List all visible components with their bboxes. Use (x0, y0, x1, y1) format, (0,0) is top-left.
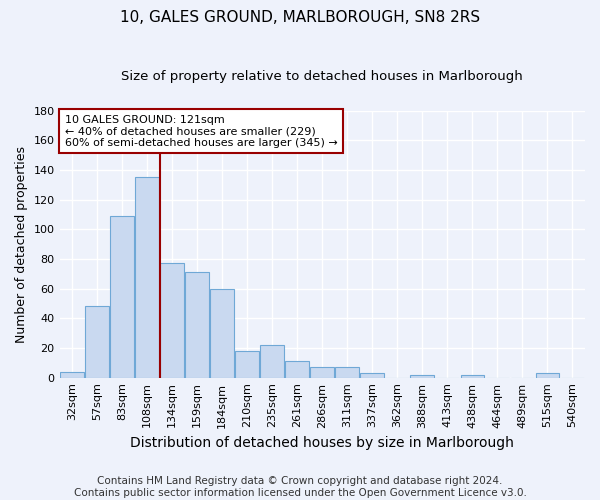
Text: 10, GALES GROUND, MARLBOROUGH, SN8 2RS: 10, GALES GROUND, MARLBOROUGH, SN8 2RS (120, 10, 480, 25)
X-axis label: Distribution of detached houses by size in Marlborough: Distribution of detached houses by size … (130, 436, 514, 450)
Bar (85, 306, 109, 378)
Bar (160, 264, 184, 378)
Bar (410, 374, 434, 378)
Bar (110, 216, 134, 378)
Bar (235, 351, 259, 378)
Bar (335, 368, 359, 378)
Bar (286, 362, 309, 378)
Bar (461, 374, 484, 378)
Bar (185, 272, 209, 378)
Bar (210, 288, 234, 378)
Text: Contains HM Land Registry data © Crown copyright and database right 2024.
Contai: Contains HM Land Registry data © Crown c… (74, 476, 526, 498)
Bar (536, 373, 559, 378)
Text: 10 GALES GROUND: 121sqm
← 40% of detached houses are smaller (229)
60% of semi-d: 10 GALES GROUND: 121sqm ← 40% of detache… (65, 114, 338, 148)
Bar (60, 372, 84, 378)
Title: Size of property relative to detached houses in Marlborough: Size of property relative to detached ho… (121, 70, 523, 83)
Bar (310, 368, 334, 378)
Bar (361, 373, 384, 378)
Bar (260, 345, 284, 378)
Y-axis label: Number of detached properties: Number of detached properties (15, 146, 28, 342)
Bar (135, 178, 159, 378)
